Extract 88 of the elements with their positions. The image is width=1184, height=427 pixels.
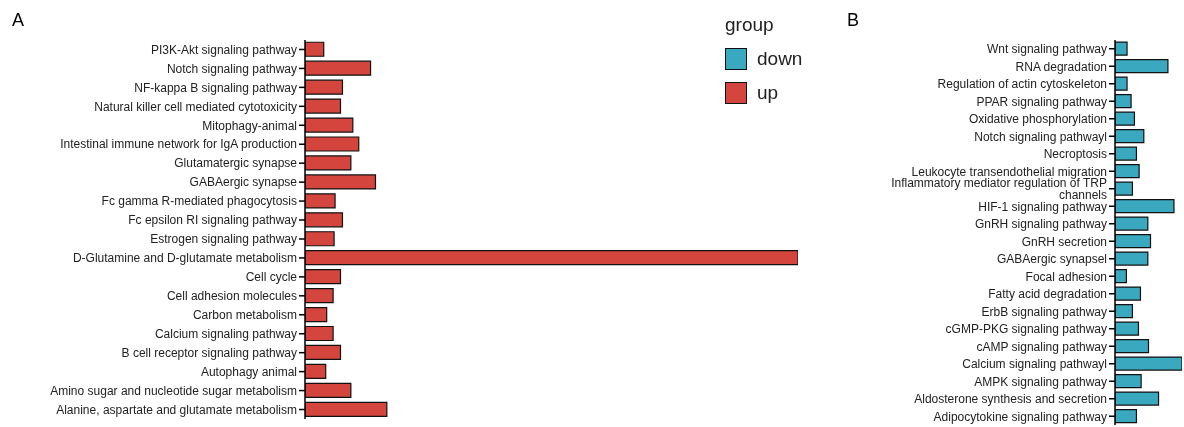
bar — [1115, 409, 1138, 424]
bar — [305, 212, 344, 228]
y-tick-label: ErbB signaling pathway — [981, 304, 1107, 319]
y-tick-label: Oxidative phosphorylation — [968, 112, 1107, 127]
bar — [1115, 94, 1132, 109]
y-tick-label: Glutamatergic synapse — [174, 156, 298, 171]
y-tick-label: Necroptosis — [1043, 147, 1107, 162]
bar — [305, 79, 344, 95]
y-tick-label: Mitophagy-animal — [202, 118, 297, 133]
bar — [305, 306, 328, 323]
y-tick-label: AMPK signaling pathway — [974, 374, 1107, 389]
bar — [305, 174, 377, 190]
y-tick-label: B cell receptor signaling pathway — [121, 345, 297, 360]
y-tick-label: RNA degradation — [1015, 59, 1107, 74]
bar — [305, 325, 334, 342]
bar — [1115, 374, 1142, 389]
bar — [1115, 199, 1175, 214]
y-tick-label: NF-kappa B signaling pathway — [134, 80, 297, 95]
y-tick-label: Notch signaling pathwayl — [974, 129, 1107, 144]
bar — [1115, 59, 1169, 74]
bar — [305, 136, 360, 152]
bar — [305, 269, 342, 285]
bar — [305, 231, 335, 247]
y-tick-label: PI3K-Akt signaling pathway — [150, 42, 297, 57]
bar — [1115, 129, 1145, 144]
y-tick-label: Regulation of actin cytoskeleton — [937, 77, 1107, 92]
bar — [1115, 41, 1128, 56]
y-tick-label: Focal adhesion — [1025, 269, 1107, 284]
y-tick-label: Carbon metabolism — [192, 308, 297, 323]
y-tick-label: GnRH secretion — [1021, 234, 1107, 249]
bar — [1115, 251, 1149, 266]
y-tick-label: GnRH signaling pathway — [974, 217, 1107, 232]
y-tick-label: Intestinal immune network for IgA production — [60, 137, 297, 152]
legend-title: group — [725, 14, 775, 36]
y-tick-label: Cell cycle — [245, 270, 298, 285]
bar — [305, 382, 352, 398]
y-tick-label: HIF-1 signaling pathway — [978, 199, 1107, 214]
text: B — [847, 10, 860, 31]
y-tick-label: Alanine, aspartate and glutamate metabolism — [56, 402, 297, 417]
bar — [305, 363, 327, 380]
bar — [1115, 234, 1152, 249]
y-tick-label: Estrogen signaling pathway — [150, 232, 297, 247]
y-tick-label: cAMP signaling pathway — [976, 339, 1107, 354]
bar — [1115, 111, 1136, 126]
bar — [1115, 146, 1138, 161]
bar — [305, 41, 325, 57]
bar — [305, 117, 354, 133]
bar — [1115, 356, 1182, 371]
y-tick-label: Natural killer cell mediated cytotoxicity — [94, 99, 297, 114]
bar — [305, 98, 342, 114]
bar — [305, 401, 388, 417]
y-tick-label: Leukocyte transendothelial migration — [911, 164, 1107, 179]
y-tick-label: Aldosterone synthesis and secretion — [914, 392, 1107, 407]
y-tick-label: Calcium signaling pathwayl — [962, 357, 1107, 372]
bar — [1115, 76, 1128, 91]
bar — [305, 288, 334, 304]
y-tick-label: GABAergic synapse — [189, 175, 298, 190]
y-tick-label: GABAergic synapsel — [996, 252, 1107, 267]
legend-label: up — [757, 82, 779, 104]
legend-label: down — [757, 48, 803, 70]
y-tick-label: PPAR signaling pathway — [976, 94, 1107, 109]
bar — [305, 193, 336, 209]
bar — [1115, 321, 1140, 336]
y-tick-label: Cell adhesion molecules — [166, 289, 297, 304]
bar — [1115, 164, 1140, 179]
y-tick-label: Fc gamma R-mediated phagocytosis — [101, 194, 297, 209]
y-tick-label: Calcium signaling pathway — [154, 326, 297, 341]
y-tick-label: cGMP-PKG signaling pathway — [945, 322, 1107, 337]
bar — [1115, 391, 1160, 406]
y-tick-label: Adipocytokine signaling pathway — [933, 409, 1107, 424]
text: A — [12, 10, 25, 31]
y-tick-label: Autophagy animal — [200, 364, 297, 379]
bar — [305, 60, 372, 76]
bar — [1115, 216, 1149, 231]
bar — [305, 344, 342, 361]
y-tick-label: D-Glutamine and D-glutamate metabolism — [72, 251, 297, 266]
y-tick-label: Wnt signaling pathway — [986, 42, 1107, 57]
bar — [1115, 339, 1150, 354]
bar — [1115, 286, 1142, 301]
bar — [1115, 181, 1134, 196]
bar — [1115, 269, 1127, 284]
y-tick-label: Notch signaling pathway — [166, 61, 297, 76]
bar — [305, 250, 798, 266]
y-tick-label: Fc epsilon RI signaling pathway — [128, 213, 297, 228]
bar — [1115, 304, 1134, 319]
y-tick-label: Amino sugar and nucleotide sugar metabolism — [50, 383, 297, 398]
y-tick-label: Fatty acid degradation — [988, 287, 1107, 302]
bar — [305, 155, 352, 171]
